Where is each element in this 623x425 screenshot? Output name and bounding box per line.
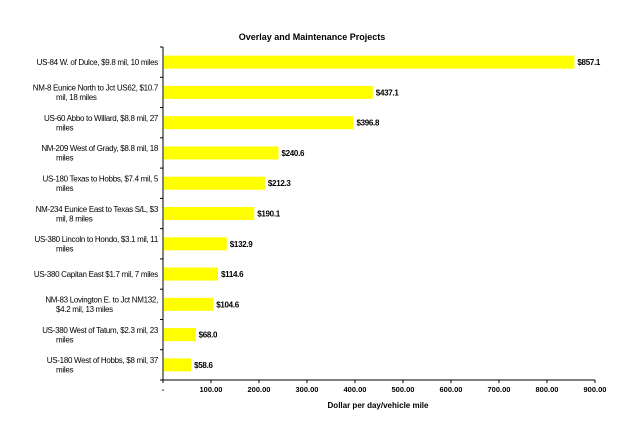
bar [164, 85, 373, 99]
category-label: miles [56, 366, 73, 375]
category-label: miles [56, 154, 73, 163]
category-label: NM-234 Eunice East to Texas S/L, $3 [36, 205, 159, 214]
data-label: $396.8 [356, 119, 380, 128]
category-label: US-380 West of Tatum, $2.3 mil, 23 [42, 326, 159, 335]
category-label: NM-8 Eunice North to Jct US62, $10.7 [33, 84, 159, 93]
category-label: US-180 West of Hobbs, $8 mil, 37 [47, 356, 159, 365]
bar [164, 267, 219, 281]
data-label: $58.6 [194, 361, 213, 370]
data-label: $857.1 [577, 58, 601, 67]
data-label: $240.6 [281, 149, 305, 158]
data-label: $68.0 [199, 331, 218, 340]
x-tick-label: 400.00 [344, 385, 367, 394]
bar [164, 207, 255, 220]
x-tick-label: 800.00 [536, 385, 559, 394]
bar [164, 237, 227, 251]
bar [164, 176, 265, 190]
axes-layer: - 100.00 200.00 300.00 400.00 500.00 600.00 700… [33, 46, 607, 394]
x-tick-label: 200.00 [248, 385, 271, 394]
data-label: $437.1 [376, 88, 400, 97]
category-label: mil, 8 miles [56, 214, 93, 223]
category-label: NM-209 West of Grady, $8.8 mil, 18 [41, 144, 159, 153]
category-label: US-60 Abbo to Willard, $8.8 mil, 27 [44, 114, 159, 123]
x-axis-title: Dollar per day/vehicle mile [328, 401, 429, 410]
bar [164, 358, 192, 372]
category-label: US-180 Texas to Hobbs, $7.4 mil, 5 [43, 174, 159, 183]
bars-layer: $857.1 $437.1 $396.8 $240.6 $212.3 $190.1 $132… [164, 55, 601, 372]
category-label: mil, 18 miles [56, 93, 97, 102]
data-label: $212.3 [268, 179, 292, 188]
x-tick-label: 900.00 [584, 385, 607, 394]
x-tick-label: 500.00 [392, 385, 415, 394]
category-label: miles [56, 123, 73, 132]
bar [164, 55, 575, 69]
data-label: $132.9 [230, 240, 254, 249]
category-label: US-84 W. of Dulce, $9.8 mil, 10 miles [37, 58, 159, 67]
x-tick-label: - [162, 385, 165, 394]
x-tick-label: 700.00 [488, 385, 511, 394]
data-label: $190.1 [257, 210, 281, 219]
category-label: miles [56, 184, 73, 193]
category-label: miles [56, 335, 73, 344]
chart-title: Overlay and Maintenance Projects [239, 32, 386, 42]
bar [164, 297, 214, 311]
x-tick-label: 300.00 [296, 385, 319, 394]
bar [164, 328, 196, 342]
category-label: miles [56, 245, 73, 254]
bar [164, 116, 354, 130]
bar [164, 146, 279, 160]
data-label: $104.6 [216, 300, 240, 309]
data-label: $114.6 [221, 270, 244, 279]
x-tick-label: 600.00 [440, 385, 463, 394]
category-label: NM-83 Lovington E. to Jct NM132, [45, 296, 158, 305]
category-label: US-380 Capitan East $1.7 mil, 7 miles [34, 270, 158, 279]
category-label: US-380 Lincoln to Hondo, $3.1 mil, 11 [35, 235, 159, 244]
x-tick-label: 100.00 [200, 385, 223, 394]
category-label: $4.2 mil, 13 miles [56, 305, 113, 314]
